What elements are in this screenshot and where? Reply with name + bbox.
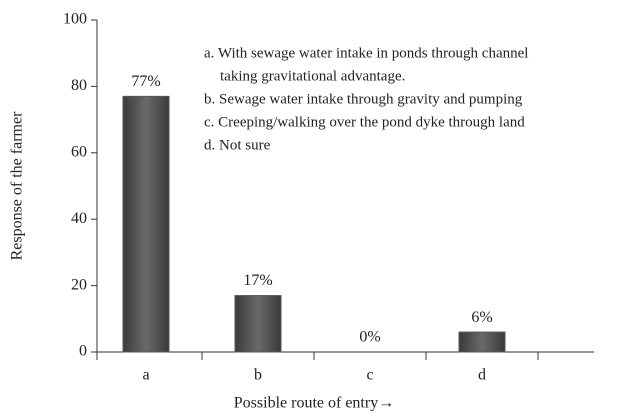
y-tick-label: 0 (79, 343, 87, 360)
bar (234, 295, 282, 353)
x-tick-label: d (478, 367, 486, 384)
x-tick-label: a (142, 367, 149, 384)
y-tick-label: 100 (63, 11, 87, 28)
annotation: c. Creeping/walking over the pond dyke t… (204, 114, 525, 130)
x-tick-label: b (254, 367, 262, 384)
y-tick-label: 80 (71, 77, 87, 94)
data-label: 6% (471, 309, 492, 326)
annotation: b. Sewage water intake through gravity a… (204, 91, 523, 107)
x-axis-label: Possible route of entry→ (234, 395, 394, 412)
bar (122, 95, 170, 353)
data-label: 0% (359, 329, 380, 346)
y-axis-label: Response of the farmer (9, 111, 26, 261)
annotation: a. With sewage water intake in ponds thr… (204, 45, 528, 61)
y-tick-label: 60 (71, 143, 87, 160)
data-label: 77% (131, 73, 160, 90)
annotation: taking gravitational advantage. (220, 68, 405, 84)
data-label: 17% (243, 272, 272, 289)
x-tick-label: c (366, 367, 373, 384)
annotation: d. Not sure (204, 137, 271, 153)
bar (458, 331, 506, 353)
y-tick-label: 40 (71, 210, 87, 227)
y-tick-label: 20 (71, 276, 87, 293)
